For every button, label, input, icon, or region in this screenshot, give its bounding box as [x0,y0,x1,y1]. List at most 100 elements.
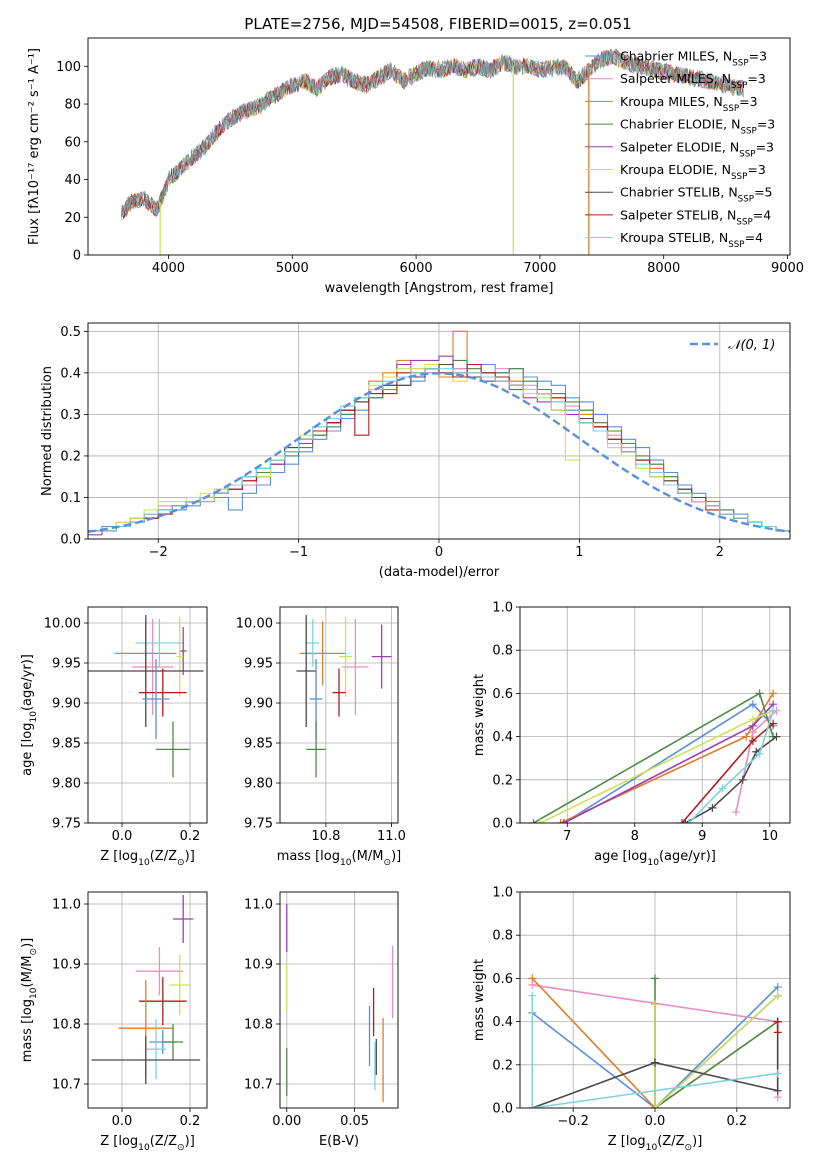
y-tick-label: 9.95 [52,657,81,672]
y-tick-label: 0.4 [492,1015,513,1030]
x-axis-label: (data-model)/error [379,565,500,580]
legend-label: Chabrier ELODIE, NSSP=3 [620,117,775,137]
mass-weight-marker [651,974,659,983]
errorbar-point [371,624,392,689]
y-tick-label: 1.0 [492,886,513,901]
mass-weight-marker [748,700,757,709]
panel-massweight-vs-Z: −0.2 0.0 0.2 0.0 0.2 0.4 0.6 0.8 1.0 Z [log10(Z/Z… [472,886,791,1153]
errorbar-point [339,616,353,697]
y-tick-label: 9.75 [52,817,81,832]
x-tick-label: 1 [575,545,583,560]
axes-frame [519,891,791,1109]
errorbar-point [142,659,170,739]
mass-weight-line [531,986,779,1108]
panel-residuals: −2 −1 0 1 2 0.0 0.1 0.2 0.3 0.4 0.5 (data-model)/er… [40,322,791,580]
plot-area [529,689,781,823]
mass-weight-marker [773,983,782,992]
x-tick-label: 2 [716,545,724,560]
x-tick-label: 0.00 [272,1114,301,1129]
x-tick-label: −2 [149,545,168,560]
mass-weight-marker [742,732,751,741]
mass-weight-marker [528,1104,537,1108]
y-tick-label: 0.0 [492,1102,513,1117]
x-tick-label: −1 [289,545,308,560]
y-tick-label: 9.90 [52,697,81,712]
x-tick-label: 6000 [400,261,433,276]
y-tick-label: 1.0 [492,601,513,616]
y-axis-label: age [log10(age/yr)] [20,654,39,776]
axes-frame [519,606,791,824]
x-tick-label: 8000 [647,261,680,276]
errorbar-point [299,621,346,686]
y-axis-label: Normed distribution [40,366,55,496]
y-tick-label: 10.8 [244,1018,273,1033]
legend-label: Kroupa STELIB, NSSP=4 [620,230,763,250]
y-axis-label: mass [log10(M/M⊙)] [20,938,39,1062]
y-tick-label: 0 [73,249,81,264]
x-tick-label: 11.0 [377,829,406,844]
x-tick-label: 10 [761,829,778,844]
x-tick-label: 0.2 [180,829,201,844]
x-axis-label: age [log10(age/yr)] [594,849,716,868]
y-tick-label: 0.3 [60,408,81,423]
errorbar-point [145,1019,167,1080]
y-tick-label: 0.1 [60,491,81,506]
axes-frame [279,606,399,824]
y-tick-label: 0.6 [492,687,513,702]
legend-label: Kroupa MILES, NSSP=3 [620,94,758,114]
errorbar-point [169,955,190,1015]
mass-weight-marker [773,1069,782,1078]
y-tick-label: 10.7 [244,1078,273,1093]
errorbar-point [332,668,346,717]
y-tick-label: 0.8 [492,929,513,944]
y-tick-label: 0.4 [60,366,81,381]
mass-weight-marker [773,1017,782,1026]
y-tick-label: 0.5 [60,325,81,340]
figure-title: PLATE=2756, MJD=54508, FIBERID=0015, z=0… [244,15,631,33]
mass-weight-marker [738,775,747,784]
y-tick-label: 9.75 [244,817,273,832]
y-tick-label: 80 [64,98,81,113]
mass-weight-marker [769,719,778,728]
mass-weight-line [654,995,779,1108]
mass-weight-line [532,1021,779,1108]
mass-weight-marker [732,808,740,817]
axes-frame [87,606,208,824]
errorbar-point [91,1036,201,1084]
mass-weight-marker [651,1058,659,1067]
plot-area [528,974,782,1108]
axes-frame [87,891,208,1109]
x-tick-label: −0.2 [557,1114,589,1129]
plot-area [88,330,790,536]
x-tick-label: 8 [631,829,639,844]
mass-weight-marker [528,991,537,1000]
x-tick-label: 0.0 [645,1114,666,1129]
mass-weight-marker [651,1000,659,1009]
mass-weight-marker [773,1028,782,1037]
mass-weight-line [688,710,774,823]
mass-weight-marker [755,749,764,758]
x-tick-label: 7 [563,829,571,844]
y-axis-label: Flux [fλ10⁻¹⁷ erg cm⁻² s⁻¹ A⁻¹] [27,48,42,245]
x-tick-label: 4000 [152,261,185,276]
y-tick-label: 10.9 [244,958,273,973]
x-tick-label: 5000 [276,261,309,276]
errorbar-point [156,721,190,778]
x-tick-label: 0.0 [112,829,133,844]
x-tick-label: 0.05 [340,1114,369,1129]
plot-area [121,48,744,255]
y-tick-label: 0.2 [492,1058,513,1073]
y-tick-label: 10.7 [52,1078,81,1093]
axes-frame [279,891,399,1109]
mass-weight-marker [718,784,727,793]
errorbar-point [139,977,187,1026]
panel-mass-vs-ebv: 0.00 0.05 10.7 10.8 10.9 11.0 E(B-V) [244,891,399,1149]
mass-weight-marker [748,736,757,745]
y-tick-label: 0.2 [60,449,81,464]
x-axis-label: Z [log10(Z/Z⊙)] [100,1134,195,1153]
y-tick-label: 0.0 [492,817,513,832]
mass-weight-marker [755,689,764,698]
normal-curve [88,372,790,533]
mass-weight-marker [684,819,693,823]
y-tick-label: 9.90 [244,697,273,712]
